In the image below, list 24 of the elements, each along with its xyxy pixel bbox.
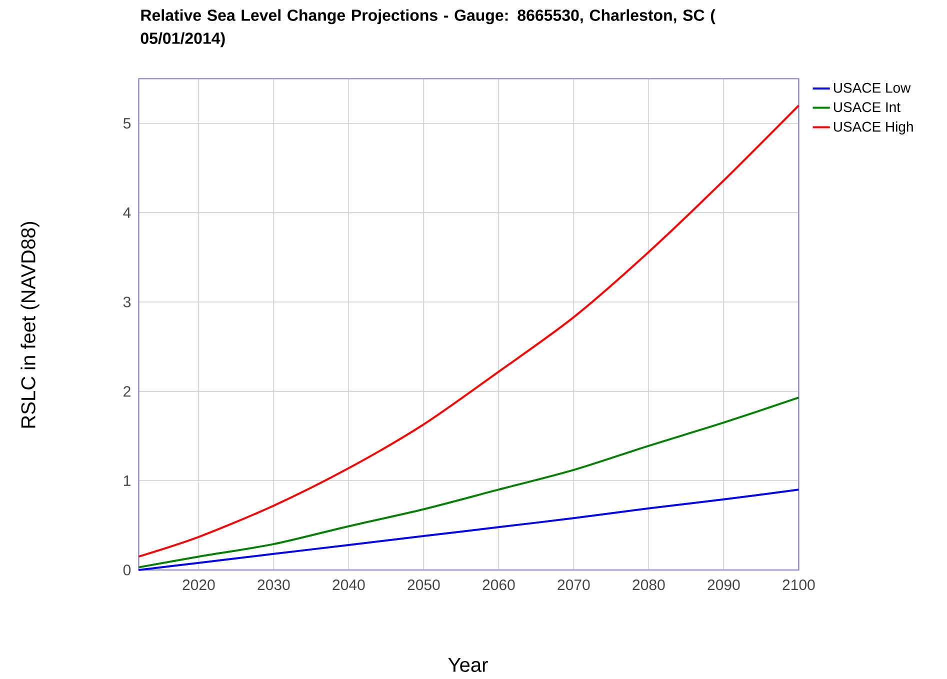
x-tick-label: 2050	[408, 580, 440, 590]
x-tick-label: 2070	[558, 580, 590, 590]
x-tick-label: 2080	[632, 580, 665, 590]
line-series	[138, 488, 800, 571]
y-axis-title: RSLC in feet (NAVD88)	[20, 222, 40, 428]
legend-label: USACE Low	[834, 82, 911, 93]
chart-title: Relative Sea Level Change Projections - Gauge: 8665530, Charleston, SC ( 05/01/2014)	[140, 9, 716, 48]
y-tick-label: 0	[123, 564, 131, 576]
line-series	[138, 104, 800, 558]
legend-label: USACE High	[834, 121, 913, 134]
x-axis-title: Year	[448, 658, 488, 672]
x-tick-label: 2030	[258, 580, 290, 590]
y-tick-label: 5	[123, 118, 131, 129]
y-tick-label: 4	[123, 208, 131, 218]
y-tick-label: 2	[124, 386, 130, 397]
line-series	[138, 396, 800, 568]
y-tick-label: 3	[123, 296, 131, 308]
y-tick-label: 1	[124, 476, 130, 486]
x-tick-label: 2090	[708, 580, 740, 590]
legend-label: USACE Int	[834, 102, 900, 112]
x-tick-label: 2040	[332, 580, 365, 590]
x-tick-label: 2100	[782, 580, 815, 590]
x-tick-label: 2020	[182, 580, 215, 590]
x-tick-label: 2060	[482, 580, 515, 590]
